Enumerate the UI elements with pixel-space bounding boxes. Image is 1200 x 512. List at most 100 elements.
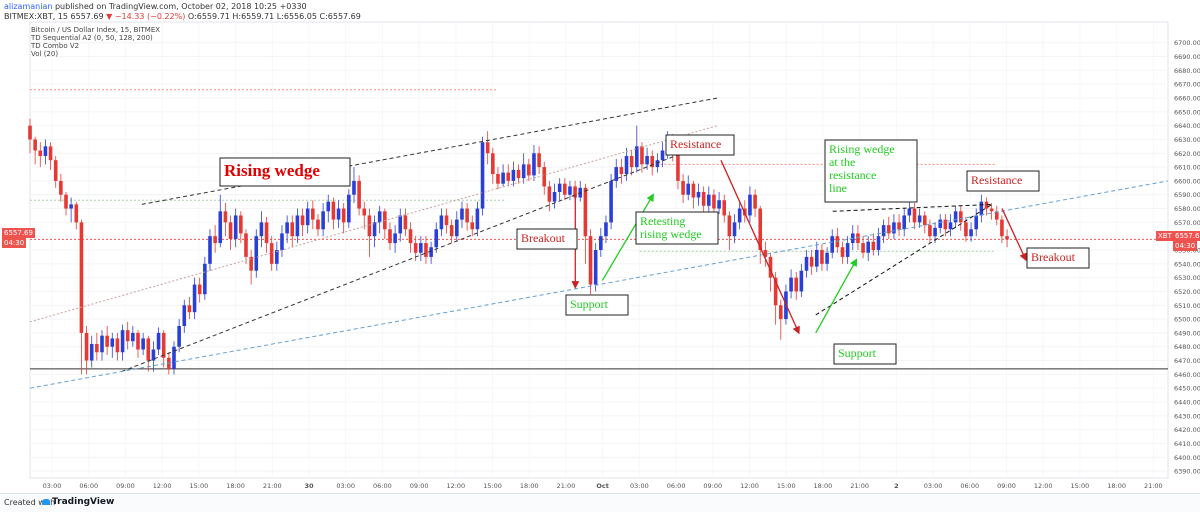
candle-body: [676, 153, 680, 181]
x-tick-label: 03:00: [336, 482, 355, 490]
candle-body: [912, 208, 917, 223]
candle-body: [367, 215, 372, 237]
y-tick-label: 6420.00: [1174, 426, 1200, 434]
annotation-text: Rising wedge: [829, 142, 895, 156]
candle-body: [902, 215, 907, 230]
left-price-label: 6557.69: [2, 228, 35, 238]
indicator-1[interactable]: Bitcoin / US Dollar Index, 15, BITMEX: [31, 26, 161, 34]
candle-body: [275, 250, 279, 264]
symbol-prefix: BITMEX:XBT, 15 6557.69: [4, 12, 107, 21]
y-tick-label: 6480.00: [1174, 343, 1200, 351]
candle-body: [161, 332, 166, 358]
y-tick-label: 6520.00: [1174, 288, 1200, 296]
candle-body: [511, 169, 516, 181]
candle-body: [295, 215, 300, 237]
candle-body: [300, 215, 305, 226]
tradingview-logo[interactable]: TradingView: [42, 497, 114, 507]
horizontal-levels: [30, 89, 1168, 370]
symbol-line: BITMEX:XBT, 15 6557.69 ▼ −14.33 (−0.22%)…: [4, 12, 361, 21]
x-tick-label: 12:00: [153, 482, 172, 490]
candle-body: [655, 160, 660, 168]
candle-body: [573, 186, 577, 198]
y-tick-label: 6690.00: [1174, 53, 1200, 61]
candle-body: [413, 243, 418, 253]
x-tick-label: 09:00: [997, 482, 1016, 490]
publisher-text: published on TradingView.com, October 02…: [52, 2, 307, 11]
candle-body: [856, 233, 860, 244]
candle-body: [388, 229, 392, 244]
arrow: [1001, 208, 1027, 262]
arrow: [815, 258, 858, 334]
candle-body: [316, 219, 320, 230]
candle-body: [758, 208, 763, 250]
candle-body: [321, 211, 325, 230]
price-axis: 6700.00 6690.00 6680.00 6670.00 6660.00 6650.…: [1174, 39, 1200, 475]
y-tick-label: 6600.00: [1174, 177, 1200, 185]
y-tick-label: 6490.00: [1174, 329, 1200, 337]
x-tick-label: 18:00: [520, 482, 539, 490]
candle-body: [768, 256, 773, 278]
publisher-user[interactable]: alizamanian: [4, 2, 53, 11]
candle-body: [280, 233, 284, 250]
candle-body: [660, 150, 665, 161]
x-tick-label: 09:00: [410, 482, 429, 490]
indicator-4[interactable]: Vol (20): [31, 50, 59, 58]
x-tick-label: Oct: [596, 482, 609, 490]
candle-body: [259, 222, 264, 237]
indicator-3[interactable]: TD Combo V2: [31, 42, 80, 50]
candle-body: [928, 225, 932, 237]
candle-body: [239, 215, 243, 234]
candle-body: [706, 194, 711, 206]
candle-body: [825, 252, 829, 264]
y-tick-label: 6540.00: [1174, 260, 1200, 268]
candle-body: [640, 146, 644, 165]
candle-body: [830, 236, 835, 253]
candle-body: [552, 191, 557, 202]
candle-body: [1000, 219, 1004, 237]
price-chart[interactable]: Rising wedgeResistanceBreakoutRetestingr…: [0, 0, 1200, 493]
candle-body: [773, 277, 778, 306]
candle-body: [336, 208, 341, 220]
ohlc-values: O:6559.71 H:6559.71 L:6556.05 C:6557.69: [185, 12, 361, 21]
candle-body: [341, 208, 346, 223]
candle-body: [691, 183, 696, 198]
candle-body: [100, 335, 104, 353]
candle-body: [943, 219, 948, 230]
candle-body: [136, 332, 140, 350]
annotation-text: Support: [838, 346, 877, 360]
x-tick-label: 21:00: [557, 482, 576, 490]
candle-body: [218, 211, 223, 244]
y-tick-label: 6580.00: [1174, 205, 1200, 213]
trend-line: [141, 97, 718, 205]
candle-body: [871, 241, 876, 250]
candle-body: [444, 215, 449, 226]
candle-body: [403, 215, 408, 230]
candle-body: [557, 183, 562, 192]
candle-body: [151, 349, 156, 361]
candle-body: [933, 227, 937, 237]
candle-body: [491, 153, 495, 174]
tradingview-icon: [42, 498, 50, 505]
x-tick-label: 06:00: [960, 482, 979, 490]
candle-body: [727, 215, 732, 237]
candle-body: [480, 142, 485, 209]
indicator-2[interactable]: TD Sequential A2 (0, 50, 128, 200): [31, 34, 153, 42]
candle-body: [372, 222, 377, 237]
candle-body: [886, 225, 891, 234]
candle-body: [794, 277, 799, 292]
arrow: [601, 193, 654, 281]
candle-body: [38, 150, 43, 157]
candle-body: [588, 236, 593, 285]
candle-body: [331, 201, 336, 220]
x-tick-label: 06:00: [79, 482, 98, 490]
candle-body: [897, 222, 901, 230]
candle-body: [53, 160, 58, 181]
candle-body: [953, 211, 958, 223]
candle-body: [907, 208, 912, 216]
candle-body: [753, 194, 757, 209]
publish-line: alizamanian published on TradingView.com…: [4, 2, 307, 11]
candle-body: [563, 183, 567, 195]
annotation-text: Retesting: [640, 214, 685, 228]
candle-body: [59, 180, 63, 195]
candle-body: [701, 191, 706, 206]
